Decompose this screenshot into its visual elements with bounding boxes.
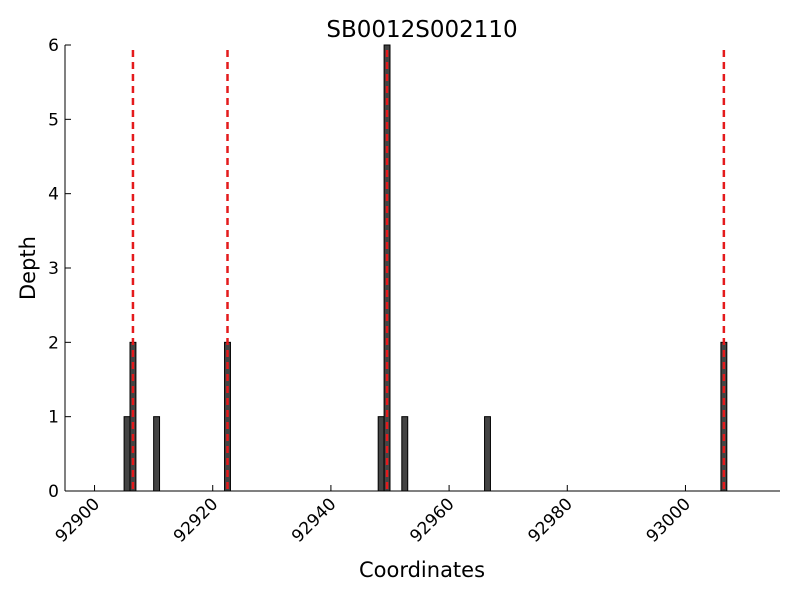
bar [401, 416, 409, 492]
bar [153, 416, 161, 492]
bar [123, 416, 131, 492]
x-tick-label: 92900 [52, 494, 104, 546]
x-tick-label: 93000 [643, 494, 695, 546]
y-tick-label: 6 [48, 36, 59, 56]
bar [484, 416, 491, 492]
chart-title: SB0012S002110 [326, 17, 517, 43]
y-tick-label: 3 [48, 259, 59, 279]
x-tick-label: 92960 [406, 494, 458, 546]
y-tick-label: 0 [48, 482, 59, 502]
y-tick-label: 4 [48, 185, 59, 205]
y-axis-label: Depth [16, 236, 40, 300]
x-tick-label: 92940 [288, 494, 340, 546]
y-tick-label: 2 [48, 333, 59, 353]
x-tick-label: 92980 [524, 494, 576, 546]
x-axis-label: Coordinates [359, 558, 485, 582]
y-tick-label: 5 [48, 110, 59, 130]
x-tick-label: 92920 [170, 494, 222, 546]
y-tick-label: 1 [48, 408, 59, 428]
bar [377, 416, 385, 492]
